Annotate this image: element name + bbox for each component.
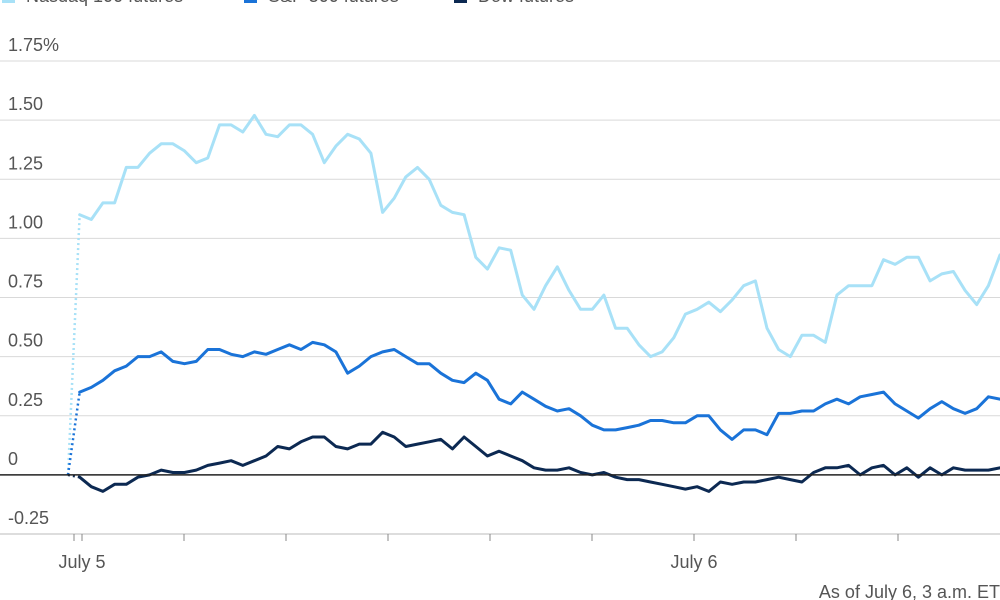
y-tick-label: 1.25 bbox=[8, 153, 43, 173]
y-tick-label: 0.50 bbox=[8, 331, 43, 351]
x-tick-label: July 6 bbox=[670, 552, 717, 572]
y-tick-label: 1.00 bbox=[8, 212, 43, 232]
x-axis: July 5 July 6 bbox=[0, 533, 1000, 572]
series-connector bbox=[66, 391, 81, 476]
y-tick-label: 0.25 bbox=[8, 390, 43, 410]
legend-label: S&P 500 futures bbox=[268, 0, 399, 6]
timestamp-note: As of July 6, 3 a.m. ET bbox=[819, 582, 1000, 600]
series-line-2 bbox=[78, 430, 1000, 493]
y-tick-label: -0.25 bbox=[8, 508, 49, 528]
y-tick-label: 0.75 bbox=[8, 272, 43, 292]
series-line-1 bbox=[78, 340, 1000, 441]
legend-swatch bbox=[2, 0, 15, 3]
series-line-0 bbox=[78, 113, 1000, 359]
y-tick-label: 1.75% bbox=[8, 35, 59, 55]
legend-label: Nasdaq 100 futures bbox=[26, 0, 183, 6]
legend: Nasdaq 100 futures S&P 500 futures Dow fut… bbox=[2, 0, 574, 6]
legend-label: Dow futures bbox=[478, 0, 574, 6]
y-tick-label: 1.50 bbox=[8, 94, 43, 114]
legend-swatch bbox=[454, 0, 467, 3]
y-tick-label: 0 bbox=[8, 449, 18, 469]
series-connector bbox=[66, 214, 81, 475]
legend-swatch bbox=[244, 0, 257, 3]
series-layer bbox=[0, 113, 1000, 493]
x-tick-label: July 5 bbox=[58, 552, 105, 572]
